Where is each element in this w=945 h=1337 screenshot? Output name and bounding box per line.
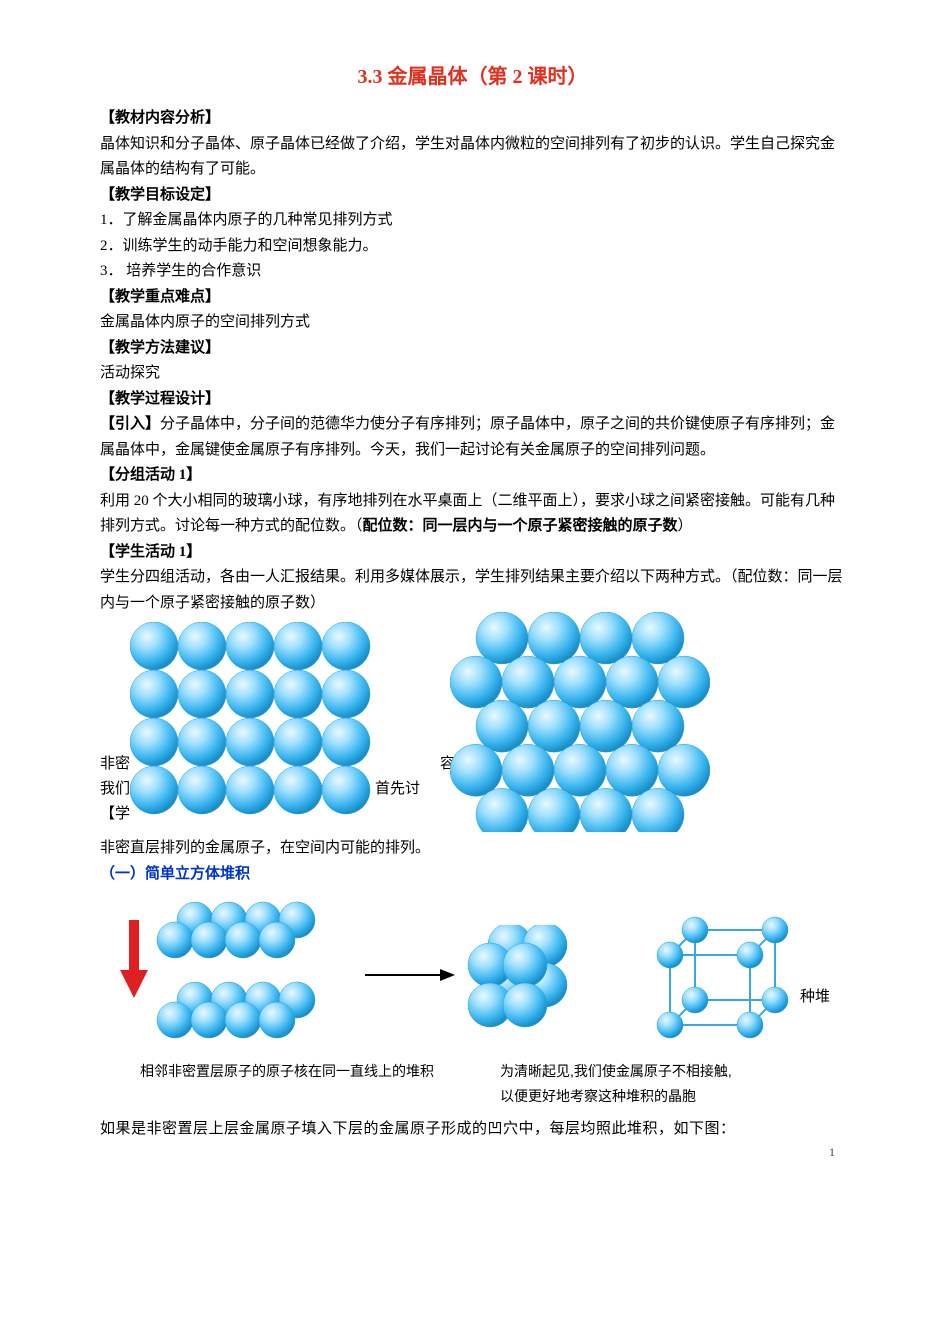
- heading-student1: 【学生活动 1】: [100, 540, 845, 566]
- packing-figures-row: 非密 容 我们 的排列。首先讨 【学: [100, 622, 845, 832]
- heading-method: 【教学方法建议】: [100, 336, 845, 362]
- act1-bold: 配位数：同一层内与一个原子紧密接触的原子数: [363, 518, 678, 534]
- intro-text: 分子晶体中，分子间的范德华力使分子有序排列；原子晶体中，原子之间的共价键使原子有…: [100, 416, 835, 458]
- para-method: 活动探究: [100, 361, 845, 387]
- frag-3: 我们: [100, 777, 130, 803]
- frag-stack: 种堆: [800, 985, 830, 1011]
- cubic-figures-row: 种堆 相邻非密置层原子的原子核在同一直线上的堆积 为清晰起见,我们使金属原子不相…: [100, 895, 845, 1115]
- bottom-fragment: 如果是非密置层上层金属原子填入下层的金属原子形成的凹穴中，每层均照此堆积，如下图…: [100, 1117, 845, 1143]
- caption-right-1: 为清晰起见,我们使金属原子不相接触,: [500, 1060, 820, 1084]
- heading-process: 【教学过程设计】: [100, 387, 845, 413]
- para-material: 晶体知识和分子晶体、原子晶体已经做了介绍，学生对晶体内微粒的空间排列有了初步的认…: [100, 132, 845, 183]
- bottom-slab-figure: [155, 980, 355, 1050]
- para-focus: 金属晶体内原子的空间排列方式: [100, 310, 845, 336]
- goal-1: 1．了解金属晶体内原子的几种常见排列方式: [100, 208, 845, 234]
- arrow-right-icon: [365, 965, 455, 985]
- para-student1: 学生分四组活动，各由一人汇报结果。利用多媒体展示，学生排列结果主要介绍以下两种方…: [100, 565, 845, 616]
- intro-label: 【引入】: [100, 416, 160, 432]
- heading-focus: 【教学重点难点】: [100, 285, 845, 311]
- frag-5: 【学: [100, 802, 130, 828]
- para-intro: 【引入】分子晶体中，分子间的范德华力使分子有序排列；原子晶体中，原子之间的共价键…: [100, 412, 845, 463]
- page-number: 1: [829, 1142, 835, 1162]
- subsection-1: （一）简单立方体堆积: [100, 862, 845, 888]
- goal-3: 3． 培养学生的合作意识: [100, 259, 845, 285]
- cube-wireframe-figure: [640, 915, 790, 1045]
- heading-material: 【教材内容分析】: [100, 106, 845, 132]
- caption-left: 相邻非密置层原子的原子核在同一直线上的堆积: [140, 1060, 470, 1084]
- heading-goals: 【教学目标设定】: [100, 183, 845, 209]
- para-activity1: 利用 20 个大小相同的玻璃小球，有序地排列在水平桌面上（二维平面上），要求小球…: [100, 489, 845, 540]
- heading-activity1: 【分组活动 1】: [100, 463, 845, 489]
- page-title: 3.3 金属晶体（第 2 课时）: [100, 60, 845, 94]
- caption-right-2: 以便更好地考察这种堆积的晶胞: [500, 1085, 820, 1109]
- red-arrow-icon: [120, 920, 148, 1000]
- square-packing-figure: [130, 622, 380, 822]
- act1-b: ）: [678, 518, 693, 534]
- goal-2: 2．训练学生的动手能力和空间想象能力。: [100, 234, 845, 260]
- row-after-text: 非密直层排列的金属原子，在空间内可能的排列。: [100, 836, 845, 862]
- frag-1: 非密: [100, 752, 130, 778]
- hex-packing-figure: [450, 612, 710, 832]
- cube-spheres-figure: [460, 925, 580, 1035]
- top-slab-figure: [155, 900, 355, 970]
